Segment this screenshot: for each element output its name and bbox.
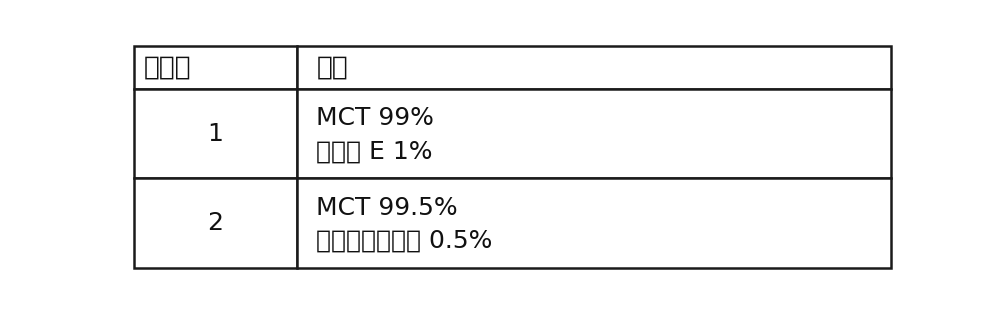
Bar [134,89,297,178]
Bar [134,178,297,268]
Text: 维生素 E 1%: 维生素 E 1% [316,140,433,163]
Text: MCT 99.5%: MCT 99.5% [316,196,458,220]
Text: 组合物: 组合物 [144,54,191,80]
Bar [297,178,891,268]
Text: 1: 1 [208,122,224,145]
Bar [297,46,891,89]
Text: 2: 2 [208,211,224,235]
Bar [297,89,891,178]
Text: 软脂酸地塞米松 0.5%: 软脂酸地塞米松 0.5% [316,229,493,253]
Bar [134,46,297,89]
Text: 成分: 成分 [316,54,348,80]
Text: MCT 99%: MCT 99% [316,106,434,130]
